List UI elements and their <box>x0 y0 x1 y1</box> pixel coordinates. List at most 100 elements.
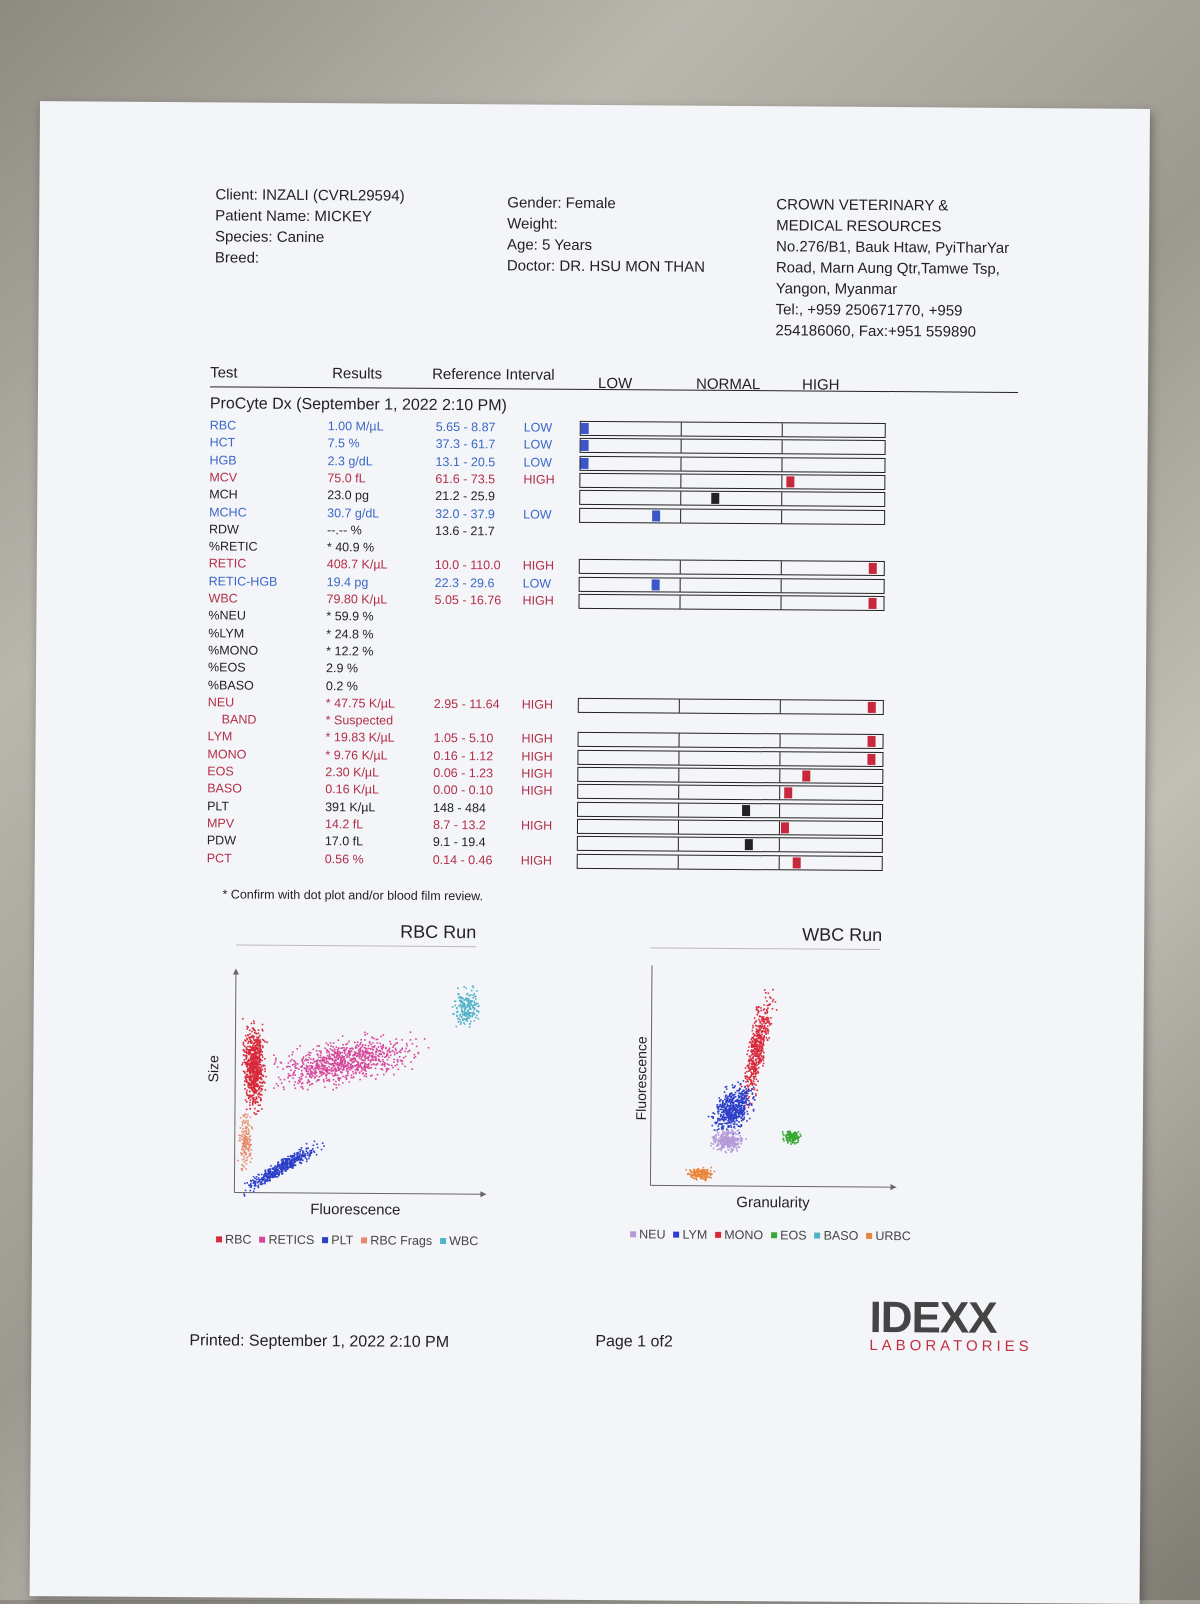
range-marker <box>784 788 792 799</box>
weight: Weight: <box>507 213 705 235</box>
legend-item: RBC <box>208 1232 252 1246</box>
legend-label: RETICS <box>268 1233 314 1247</box>
test-result: 30.7 g/dL <box>327 506 379 520</box>
test-result: 0.2 % <box>326 679 358 693</box>
legend-swatch <box>630 1231 636 1237</box>
range-bar <box>579 490 885 507</box>
col-test: Test <box>210 364 238 381</box>
result-flag: LOW <box>523 507 552 521</box>
reference-interval: 1.05 - 5.10 <box>434 731 494 745</box>
test-result: * 40.9 % <box>327 540 374 554</box>
result-flag: HIGH <box>521 818 552 832</box>
range-marker <box>802 770 810 781</box>
test-result: 23.0 pg <box>327 488 369 502</box>
eos-cluster <box>782 1130 802 1145</box>
range-bar <box>577 767 883 784</box>
test-result: * 9.76 K/µL <box>325 748 387 762</box>
range-bar <box>580 421 886 438</box>
test-result: 19.4 pg <box>327 575 369 589</box>
test-result: 1.00 M/µL <box>328 419 384 433</box>
range-marker <box>792 857 800 868</box>
legend-item: RETICS <box>251 1233 314 1247</box>
legend-item: URBC <box>858 1229 911 1243</box>
logo-subtitle: LABORATORIES <box>869 1337 1032 1355</box>
result-flag: HIGH <box>522 697 553 711</box>
clinic-line: Yangon, Myanmar <box>776 278 1009 301</box>
test-result: 75.0 fL <box>327 471 365 485</box>
reference-interval: 0.06 - 1.23 <box>433 766 493 780</box>
range-marker <box>580 458 588 469</box>
test-result: 17.0 fL <box>325 834 363 848</box>
neu-cluster <box>710 1128 747 1154</box>
wbc-title-rule <box>650 947 880 950</box>
test-name: RETIC-HGB <box>209 574 278 588</box>
test-result: 14.2 fL <box>325 817 363 831</box>
wbc-xlabel: Granularity <box>736 1194 809 1212</box>
result-flag: HIGH <box>521 749 552 763</box>
reference-interval: 13.1 - 20.5 <box>435 454 495 468</box>
reference-interval: 0.14 - 0.46 <box>433 852 493 866</box>
urbc-cluster <box>685 1167 715 1182</box>
range-marker <box>868 736 876 747</box>
report-page: Client: INZALI (CVRL29594) Patient Name:… <box>30 101 1150 1604</box>
range-bar <box>577 784 883 801</box>
test-name: LYM <box>208 730 233 744</box>
rbc-frags-cluster <box>237 1113 253 1171</box>
rbc-title-rule <box>236 945 476 948</box>
wbc-plot-title: WBC Run <box>802 924 882 946</box>
range-bar <box>580 438 886 455</box>
test-name: PDW <box>207 833 236 847</box>
test-name: HGB <box>209 453 236 467</box>
legend-label: URBC <box>875 1229 911 1243</box>
clinic-line: 254186060, Fax:+951 559890 <box>775 320 1008 343</box>
wbc-scatter-plot <box>630 957 902 1209</box>
clinic-line: No.276/B1, Bauk Htaw, PyiTharYar <box>776 236 1009 259</box>
range-bar <box>577 853 883 870</box>
legend-label: LYM <box>682 1228 707 1242</box>
range-bar <box>579 559 885 576</box>
reference-interval: 22.3 - 29.6 <box>435 576 495 590</box>
plt-cluster <box>243 1140 324 1197</box>
legend-label: RBC <box>225 1232 252 1246</box>
gender: Gender: Female <box>507 192 705 214</box>
client-label: Client: INZALI (CVRL29594) <box>215 184 404 206</box>
range-marker <box>869 563 877 574</box>
range-marker <box>652 510 660 521</box>
range-marker <box>651 579 659 590</box>
test-name: MPV <box>207 816 234 830</box>
test-name: %NEU <box>208 609 246 623</box>
test-result: * 47.75 K/µL <box>326 696 395 710</box>
breed: Breed: <box>215 247 404 269</box>
range-marker <box>869 598 877 609</box>
legend-item: RBC Frags <box>353 1233 432 1248</box>
range-bar <box>579 507 885 524</box>
legend-label: BASO <box>824 1229 859 1243</box>
test-name: MCHC <box>209 505 247 519</box>
result-flag: LOW <box>524 438 553 452</box>
test-name: RDW <box>209 522 239 536</box>
test-name: RBC <box>210 418 237 432</box>
range-marker <box>745 839 753 850</box>
col-reference: Reference Interval <box>432 366 555 384</box>
result-flag: HIGH <box>523 559 554 573</box>
reference-interval: 5.65 - 8.87 <box>436 420 496 434</box>
range-bar <box>578 732 884 749</box>
reference-interval: 148 - 484 <box>433 800 486 814</box>
reference-interval: 61.6 - 73.5 <box>435 472 495 486</box>
test-name: NEU <box>208 695 235 709</box>
test-name: MCH <box>209 488 238 502</box>
test-name: HCT <box>210 436 236 450</box>
result-flag: LOW <box>523 455 552 469</box>
range-marker <box>868 702 876 713</box>
range-bar <box>578 594 884 611</box>
clinic-line: CROWN VETERINARY & <box>776 194 1009 217</box>
species: Species: Canine <box>215 226 404 248</box>
footnote: * Confirm with dot plot and/or blood fil… <box>222 887 483 903</box>
legend-item: WBC <box>432 1234 478 1248</box>
legend-item: EOS <box>763 1228 807 1242</box>
range-bar <box>577 801 883 818</box>
range-marker <box>581 423 589 434</box>
